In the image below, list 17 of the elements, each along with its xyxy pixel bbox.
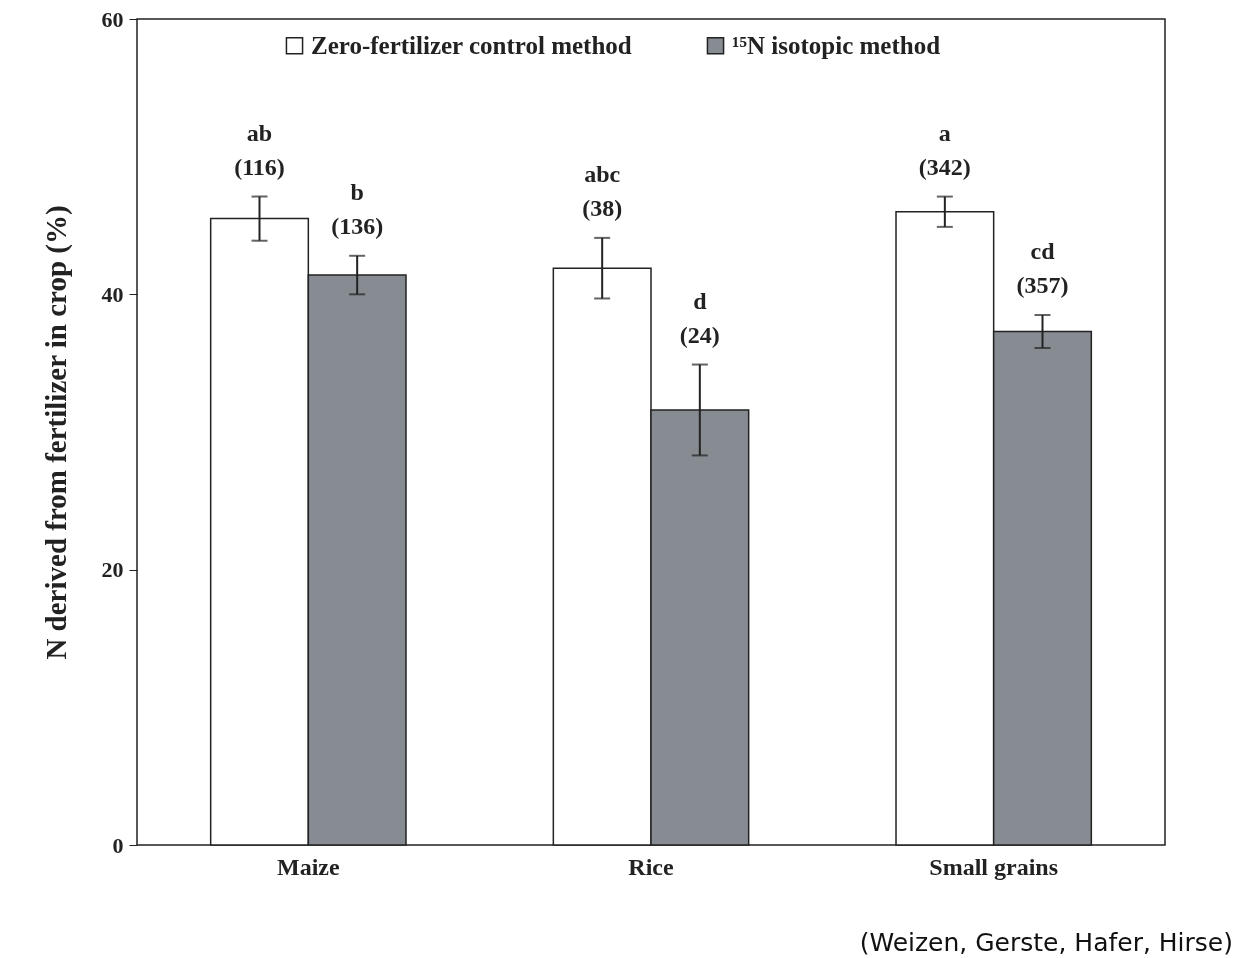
annotation: abc (38) [582,160,623,221]
annotation: cd (357) [1016,237,1069,298]
text: (Weizen, Gerste, Hafer, Hirse) [859,928,1233,957]
y-axis-title: N derived from fertilizer in crop (%) [39,205,73,660]
y-tick-label: 40 [101,281,124,307]
legend-label: Zero-fertilizer control method [311,31,632,59]
x-tick-label: Maize [277,853,340,880]
annotation: b (136) [331,178,384,239]
annotation: d (24) [679,287,720,348]
y-tick-label: 20 [101,557,124,583]
y-tick-label: 0 [112,832,124,858]
annotation: a (342) [918,119,971,180]
annotation: ab (116) [234,119,285,180]
y-tick-label: 60 [101,6,124,32]
x-tick-label: Small grains [929,853,1059,880]
legend-label: ¹⁵N isotopic method [732,31,941,59]
x-tick-label: Rice [628,853,674,880]
